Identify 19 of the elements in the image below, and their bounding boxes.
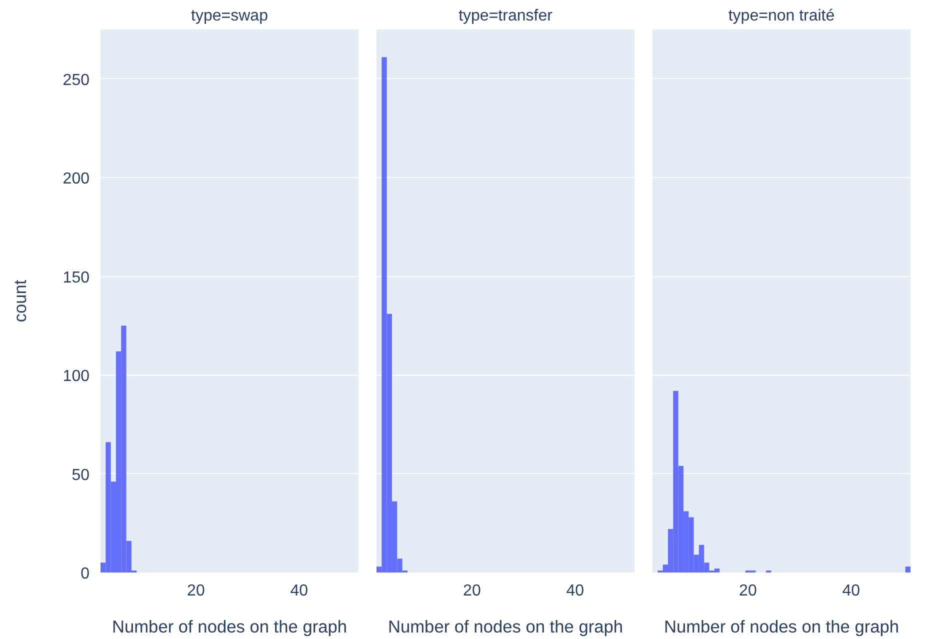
chart-title: type=swap	[191, 8, 268, 24]
y-axis-title: count	[10, 280, 30, 322]
x-tick-label: 40	[566, 582, 584, 600]
y-tick-label: 50	[72, 466, 90, 484]
x-axis-title: Number of nodes on the graph	[388, 616, 624, 636]
x-tick-label: 20	[463, 582, 481, 600]
x-tick-label: 40	[842, 582, 860, 600]
x-axis-title: Number of nodes on the graph	[664, 616, 900, 636]
x-axis-title: Number of nodes on the graph	[112, 616, 348, 636]
x-tick-label: 20	[739, 582, 757, 600]
y-tick-label: 100	[62, 368, 90, 386]
x-tick-label: 20	[187, 582, 205, 600]
chart-title: type=transfer	[458, 8, 554, 24]
y-tick-label: 250	[62, 72, 90, 89]
chart-title: type=non traité	[728, 8, 835, 24]
x-tick-label: 40	[290, 582, 308, 600]
y-tick-label: 150	[62, 269, 90, 286]
y-tick-label: 200	[62, 170, 90, 188]
y-tick-label: 0	[80, 566, 90, 582]
